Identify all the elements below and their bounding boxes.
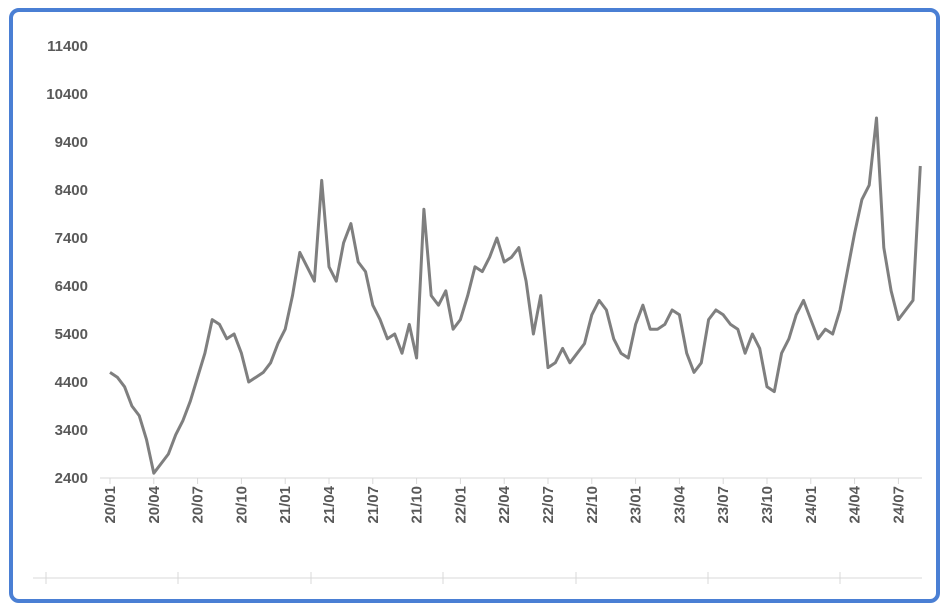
x-tick-label: 21/10 <box>409 486 426 524</box>
y-tick-label: 8400 <box>55 182 88 199</box>
x-tick-label: 23/10 <box>759 486 776 524</box>
x-tick-label: 23/01 <box>628 486 645 524</box>
y-tick-label: 2400 <box>55 470 88 487</box>
x-tick-label: 24/07 <box>890 486 907 524</box>
x-tick-label: 22/07 <box>540 486 557 524</box>
line-series <box>109 116 922 475</box>
y-tick-label: 3400 <box>55 422 88 439</box>
x-tick-label: 23/04 <box>671 485 688 523</box>
x-tick-label: 24/01 <box>803 486 820 524</box>
x-tick-label: 22/04 <box>496 485 513 523</box>
y-tick-label: 4400 <box>55 374 88 391</box>
x-tick-label: 21/01 <box>277 486 294 524</box>
y-tick-label: 5400 <box>55 326 88 343</box>
y-tick-label: 6400 <box>55 278 88 295</box>
x-tick-label: 20/10 <box>233 486 250 524</box>
x-tick-label: 21/04 <box>321 485 338 523</box>
x-tick-label: 22/01 <box>452 486 469 524</box>
chart-frame <box>9 8 940 603</box>
x-tick-label: 20/01 <box>102 486 119 524</box>
y-tick-label: 7400 <box>55 230 88 247</box>
x-tick-label: 23/07 <box>715 486 732 524</box>
y-tick-label: 9400 <box>55 134 88 151</box>
x-tick-label: 21/07 <box>365 486 382 524</box>
x-tick-label: 20/04 <box>146 485 163 523</box>
x-tick-label: 24/04 <box>847 485 864 523</box>
secondary-axis-ticks <box>45 572 841 584</box>
x-tick-label: 22/10 <box>584 486 601 524</box>
y-tick-label: 10400 <box>46 86 88 103</box>
y-tick-label: 11400 <box>47 38 88 55</box>
x-tick-label: 20/07 <box>190 486 207 524</box>
